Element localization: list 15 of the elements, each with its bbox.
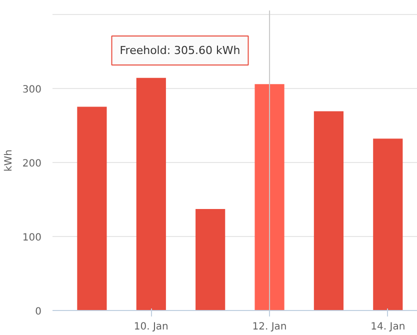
x-tick-label: 10. Jan (134, 322, 168, 332)
y-tick-label: 0 (35, 306, 42, 318)
y-tick-label: 200 (22, 158, 42, 170)
y-tick-label: 300 (22, 84, 42, 96)
x-tick-label: 12. Jan (252, 322, 287, 332)
y-tick-label: 100 (22, 232, 42, 244)
y-axis-title: kWh (3, 149, 14, 172)
bar (314, 111, 344, 310)
annotation: Freehold: 305.60 kWh (120, 44, 240, 57)
bar (373, 138, 403, 310)
bar (254, 84, 284, 310)
bar (77, 106, 107, 310)
bar (136, 78, 166, 310)
bar (196, 209, 226, 310)
x-tick-label: 14. Jan (370, 322, 406, 332)
